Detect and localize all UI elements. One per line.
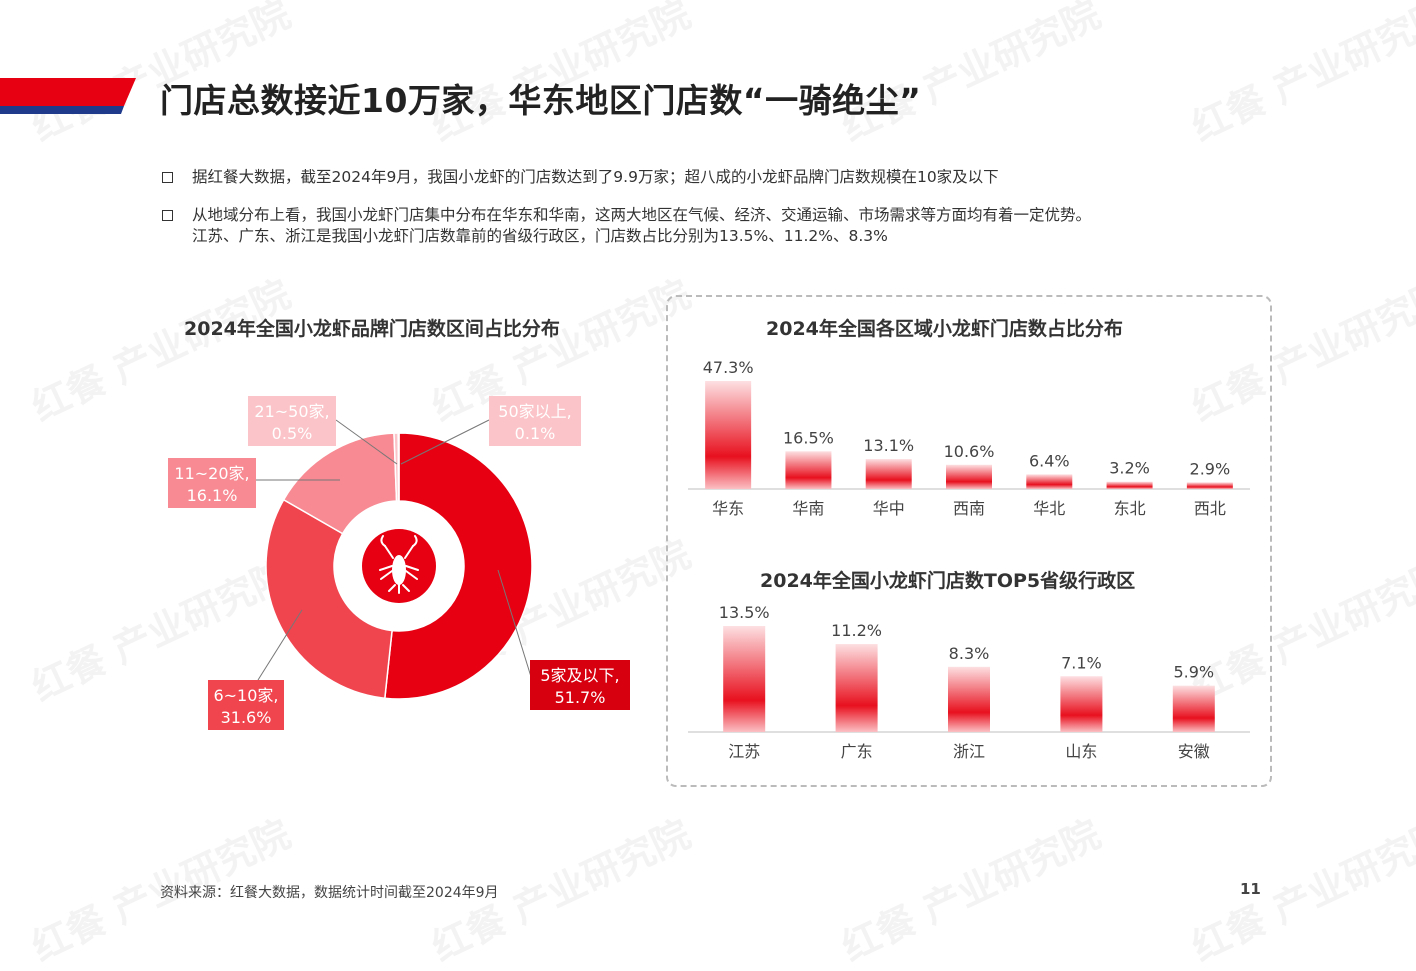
page-title: 门店总数接近10万家，华东地区门店数“一骑绝尘” [160,81,922,120]
donut-leader-line [335,419,398,465]
province-bar-chart: 13.5% 江苏 11.2% 广东 8.3% 浙江 7.1% 山东 5.9% 安徽 [688,604,1250,761]
bar [705,381,752,489]
x-tick-label: 安徽 [1178,742,1210,761]
bullet-square-icon [162,172,173,183]
x-tick-label: 华北 [1033,499,1065,518]
bullet-text-line: 江苏、广东、浙江是我国小龙虾门店数靠前的省级行政区，门店数占比分别为13.5%、… [192,227,888,245]
donut-label-box [489,396,581,446]
donut-chart: 5家及以下, 51.7% 6~10家, 31.6% 11~20家, 16.1% 21~50家… [168,396,630,730]
bar [1172,685,1215,732]
donut-slice-label: 11~20家, [174,464,249,483]
donut-slice [397,432,400,502]
donut-slice [265,498,393,700]
bar-value-label: 3.2% [1109,459,1150,478]
x-tick-label: 江苏 [728,742,760,761]
x-tick-label: 东北 [1114,499,1146,518]
x-tick-label: 华中 [873,499,905,518]
donut-slice-value: 16.1% [187,486,238,505]
bar [1026,474,1073,489]
donut-slice-label: 6~10家, [213,686,278,705]
watermark: 红餐 产业研究院 [1185,0,1416,150]
crayfish-icon [379,535,419,594]
bar [785,451,832,489]
region-charts-panel [666,295,1272,787]
source-note: 资料来源：红餐大数据，数据统计时间截至2024年9月 [160,885,499,901]
donut-label-box [530,660,630,710]
donut-slice-value: 0.5% [272,424,313,443]
region-chart-title: 2024年全国各区域小龙虾门店数占比分布 [766,318,1123,340]
x-tick-label: 华南 [792,499,824,518]
bar-value-label: 10.6% [944,442,995,461]
bullet-text: 据红餐大数据，截至2024年9月，我国小龙虾的门店数达到了9.9万家；超八成的小… [192,168,999,186]
x-tick-label: 浙江 [953,742,985,761]
x-tick-label: 华东 [712,499,744,518]
province-chart-title: 2024年全国小龙虾门店数TOP5省级行政区 [760,570,1136,592]
donut-chart-title: 2024年全国小龙虾品牌门店数区间占比分布 [184,318,560,340]
donut-label-box [248,396,336,446]
donut-slice-label: 5家及以下, [540,666,619,685]
x-tick-label: 西北 [1194,499,1226,518]
watermark: 红餐 产业研究院 [835,811,1107,970]
x-tick-label: 西南 [953,499,985,518]
donut-label-box [168,458,256,508]
bullet-text-line: 从地域分布上看，我国小龙虾门店集中分布在华东和华南，这两大地区在气候、经济、交通… [192,206,1092,224]
donut-label-box [208,680,284,730]
donut-slice-value: 31.6% [221,708,272,727]
bar-value-label: 13.5% [719,604,770,622]
bar-value-label: 13.1% [863,436,914,455]
bar-value-label: 2.9% [1190,459,1231,478]
donut-leader-line [257,609,303,681]
bar-value-label: 8.3% [949,644,990,663]
bar-value-label: 47.3% [703,358,754,377]
donut-slice-label: 50家以上, [498,402,571,421]
bar [835,644,878,732]
donut-leader-line [400,419,490,465]
bar-value-label: 5.9% [1173,663,1214,682]
bullet-text: 从地域分布上看，我国小龙虾门店集中分布在华东和华南，这两大地区在气候、经济、交通… [192,205,1091,247]
bar [1060,676,1103,732]
bar-value-label: 11.2% [831,621,882,640]
watermark: 红餐 产业研究院 [1185,811,1416,970]
donut-slice-value: 0.1% [515,424,556,443]
bar [948,666,990,732]
bar [1186,482,1233,489]
bar [1106,481,1153,489]
region-bar-chart: 47.3% 华东 16.5% 华南 13.1% 华中 10.6% 西南 6.4% 华北 3.2% 东北… [688,358,1250,518]
bar [946,464,992,489]
donut-leader-line [497,569,533,681]
bar-value-label: 6.4% [1029,451,1070,470]
bar-value-label: 7.1% [1061,653,1102,672]
bar-value-label: 16.5% [783,428,834,447]
x-tick-label: 山东 [1065,742,1097,761]
x-tick-label: 广东 [841,742,873,761]
bar [723,626,766,732]
bar [865,459,912,489]
donut-slice-label: 21~50家, [254,402,329,421]
page-number: 11 [1240,880,1261,898]
title-accent-flag [0,78,136,114]
bullet-square-icon [162,210,173,221]
donut-slice-value: 51.7% [555,688,606,707]
